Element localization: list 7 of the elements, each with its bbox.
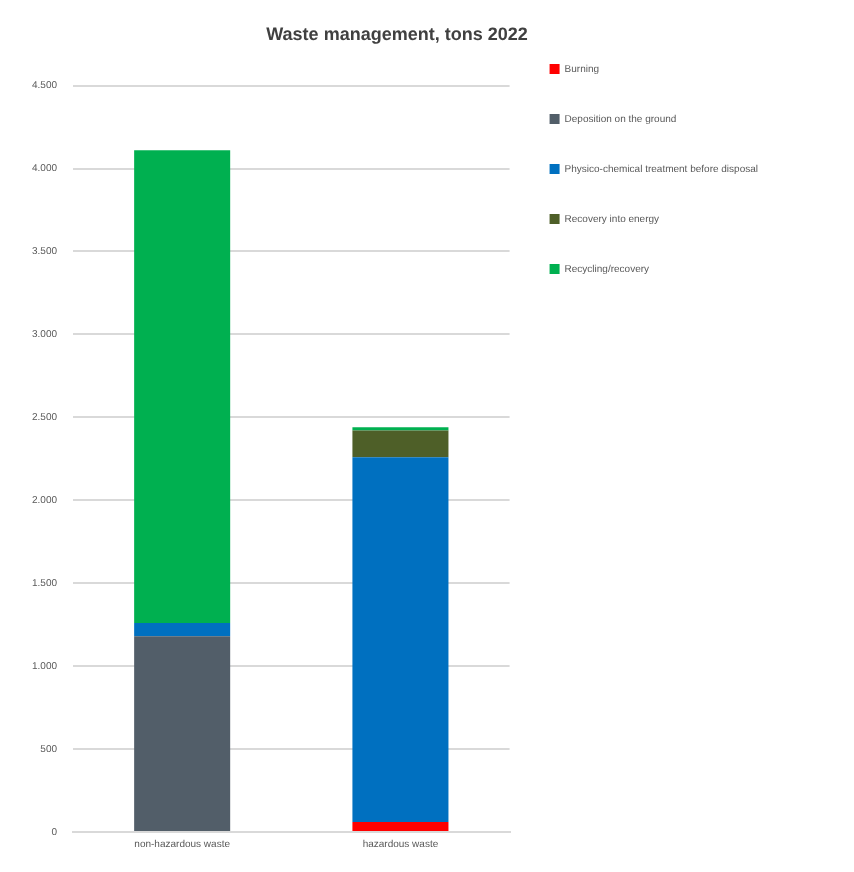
bar [352,457,449,823]
bar [134,623,231,637]
bar [134,636,231,831]
bar [134,150,231,624]
bar [352,430,449,458]
bar [352,822,449,831]
chart-title: Waste management, tons 2022 [266,23,528,44]
